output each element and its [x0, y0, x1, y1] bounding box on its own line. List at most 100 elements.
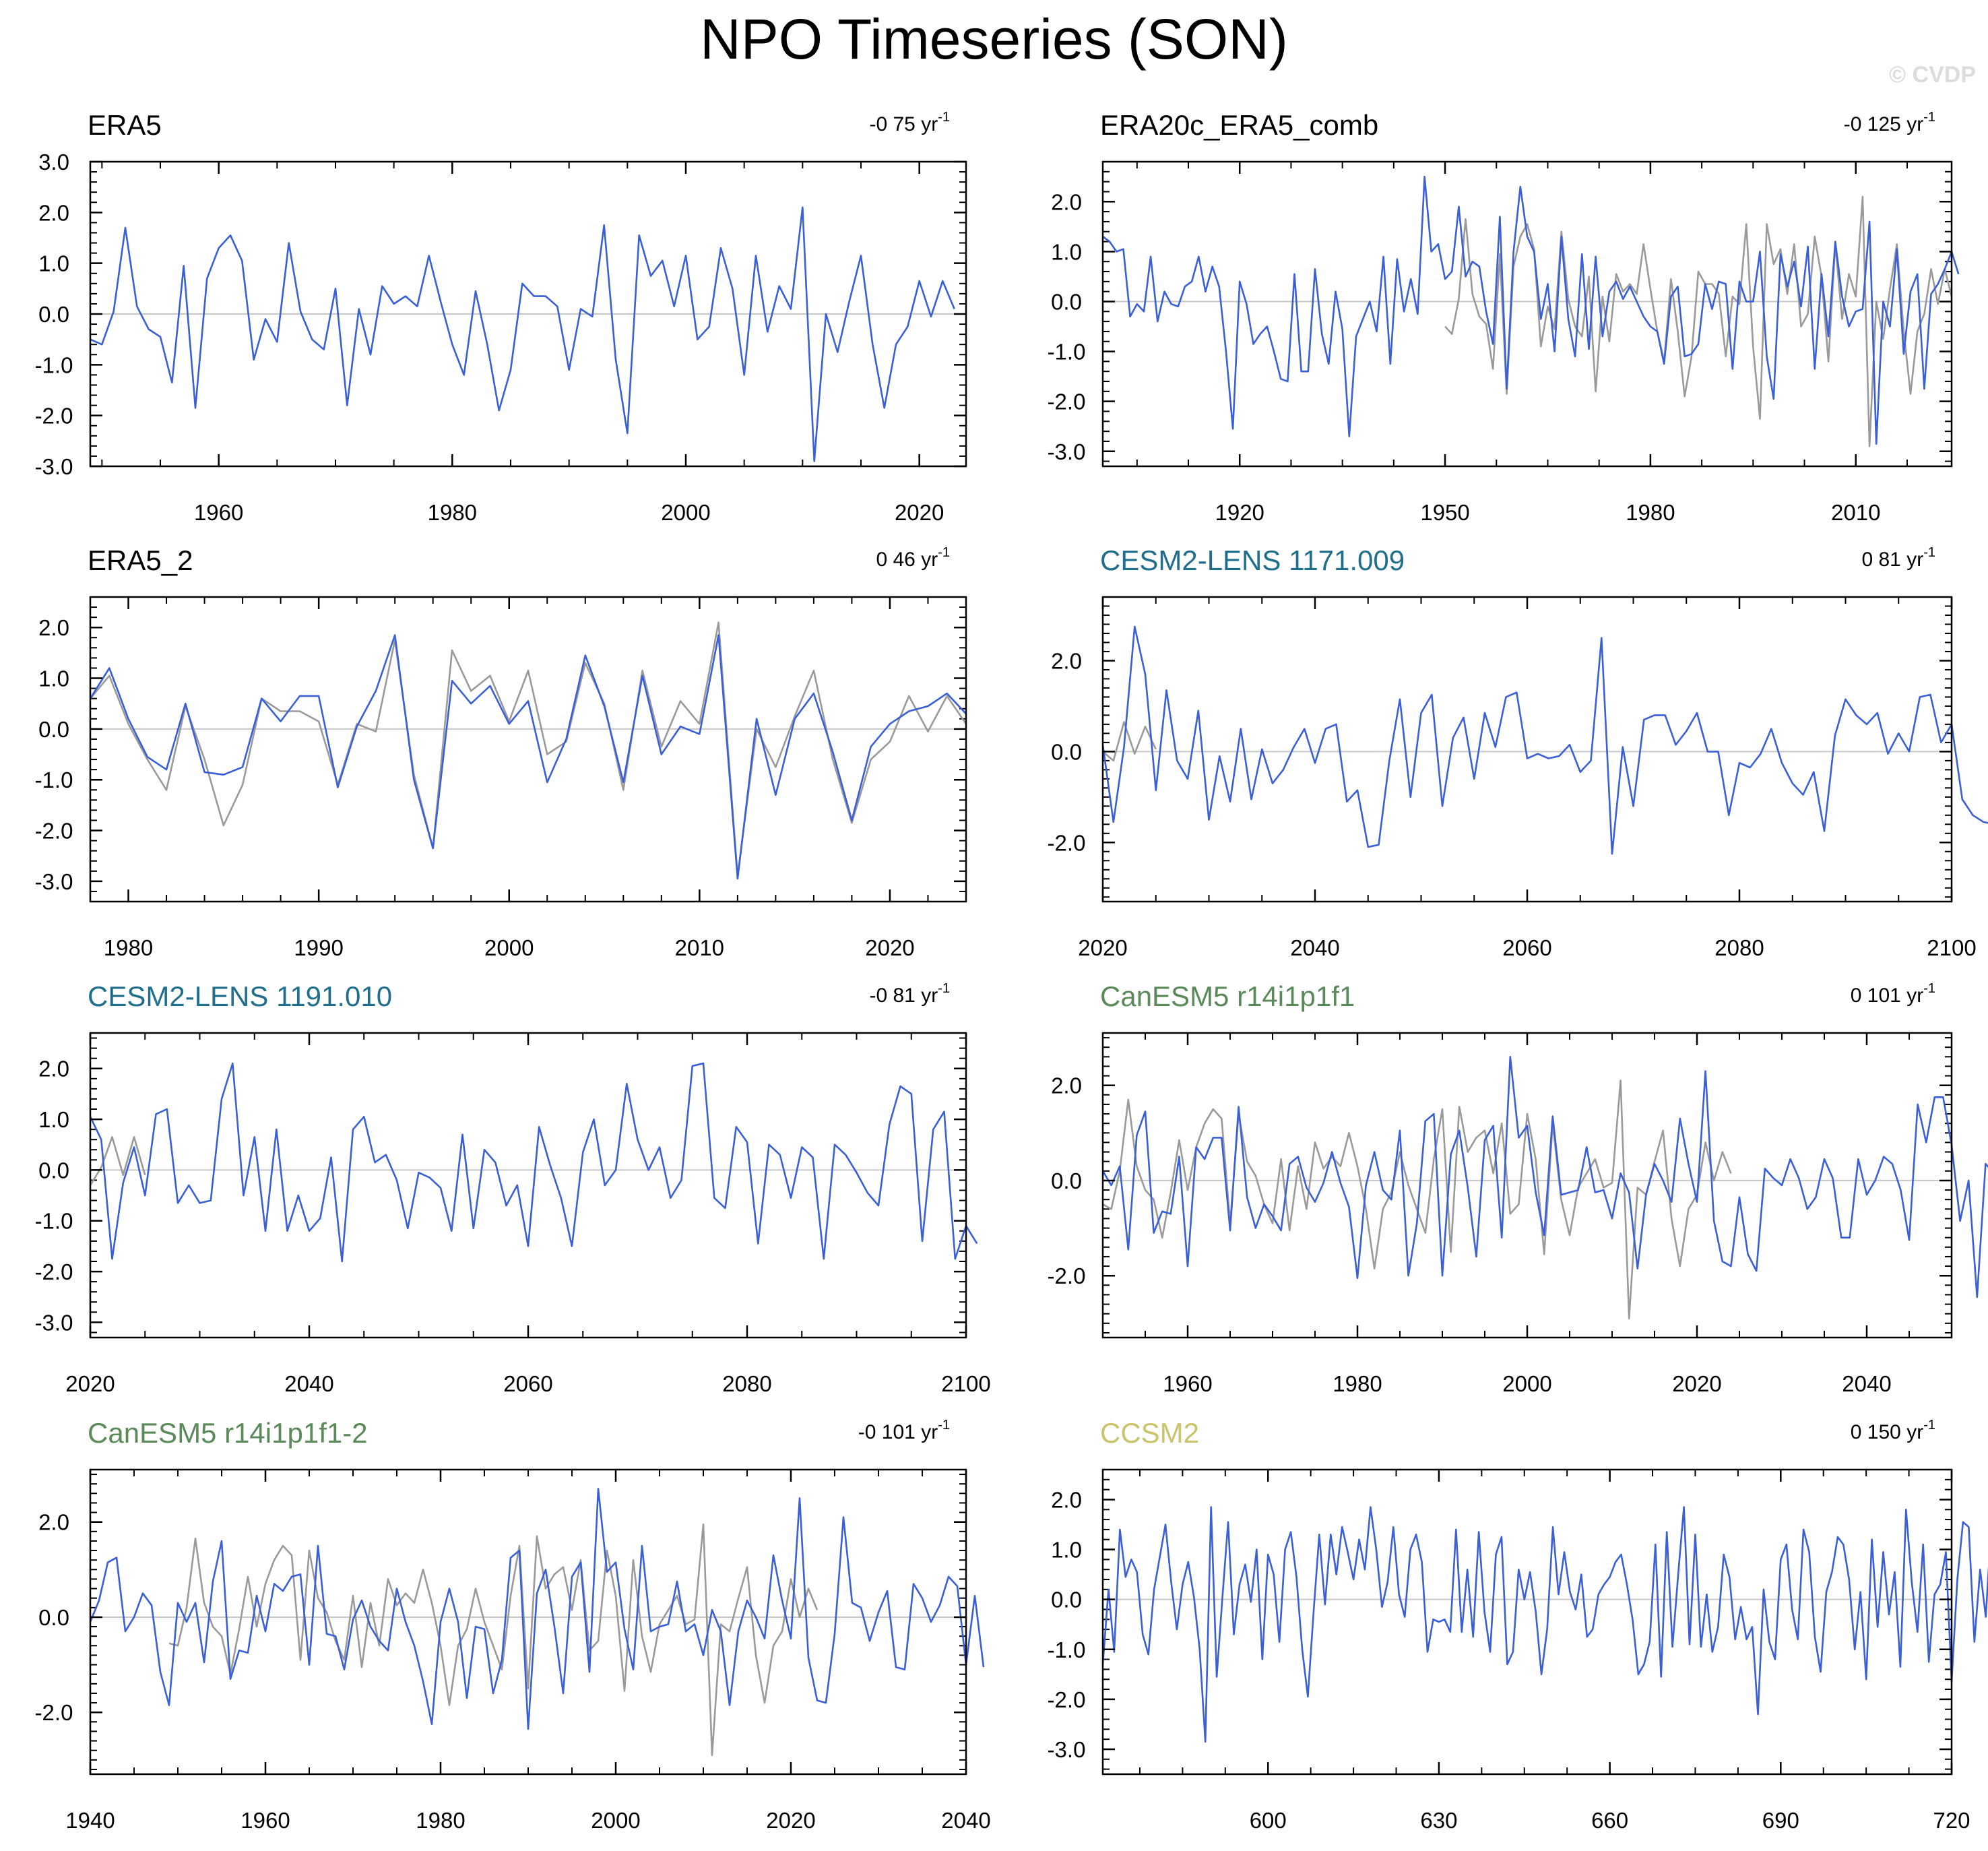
- x-tick-label: 720: [1933, 1808, 1970, 1833]
- y-tick-label: 0.0: [1051, 1168, 1082, 1193]
- plot-frame: [1101, 596, 1953, 903]
- y-tick-label: 2.0: [1051, 1073, 1082, 1098]
- y-tick-label: -3.0: [1048, 439, 1086, 464]
- x-tick-label: 2000: [1502, 1371, 1551, 1396]
- y-tick-label: 2.0: [38, 615, 69, 640]
- trend-value: -0 75: [869, 113, 921, 135]
- y-tick-label: -1.0: [35, 767, 73, 792]
- panel-7: 2.0 0.0 -2.0 1940 1960 1980 2000 2020 2040 CanESM…: [35, 1417, 991, 1833]
- trend-value: -0 101: [858, 1421, 921, 1443]
- trend-exponent: -1: [1923, 1418, 1935, 1433]
- trend-value: 0 81: [1861, 548, 1906, 571]
- x-tick-label: 2020: [1078, 935, 1127, 960]
- plot-frame: [89, 1468, 967, 1776]
- x-tick-label: 2020: [865, 935, 914, 960]
- x-tick-label: 690: [1762, 1808, 1799, 1833]
- x-tick-label: 2020: [766, 1808, 815, 1833]
- main-series-line: [90, 206, 955, 462]
- panel-1: 3.0 2.0 1.0 0.0 -1.0 -2.0 -3.0 1960 1980 2000 2020…: [35, 109, 967, 525]
- x-tick-label: 2000: [661, 500, 710, 525]
- reference-series-line: [1102, 721, 1157, 762]
- x-tick-label: 2010: [675, 935, 724, 960]
- y-tick-label: -2.0: [1048, 830, 1086, 855]
- trend-exponent: -1: [1923, 110, 1935, 125]
- panel-title: ERA20c_ERA5_comb: [1100, 109, 1378, 141]
- y-tick-label: -3.0: [35, 1310, 73, 1335]
- trend-label: 0 101 yr-1: [1851, 981, 1935, 1007]
- x-tick-label: 1940: [65, 1808, 115, 1833]
- trend-unit: yr: [1906, 1421, 1923, 1443]
- panel-2: 2.0 1.0 0.0 -1.0 -2.0 -3.0 1920 1950 1980 2010 ERA…: [1048, 109, 1960, 525]
- trend-exponent: -1: [938, 545, 950, 560]
- y-tick-label: 0.0: [1051, 289, 1082, 314]
- y-tick-label: -2.0: [35, 819, 73, 844]
- x-tick-label: 2020: [895, 500, 944, 525]
- y-tick-label: 3.0: [38, 150, 69, 175]
- panel-3: 2.0 1.0 0.0 -1.0 -2.0 -3.0 1980 1990 2000 2010 202…: [35, 544, 967, 960]
- main-series-line: [1101, 625, 1988, 855]
- x-tick-label: 2100: [1927, 935, 1976, 960]
- reference-series-line: [90, 621, 967, 877]
- main-series-line: [1101, 1056, 1988, 1298]
- y-tick-label: 0.0: [38, 717, 69, 742]
- plot-frame: [89, 1032, 967, 1339]
- trend-value: 0 150: [1851, 1421, 1906, 1443]
- x-tick-label: 2000: [591, 1808, 640, 1833]
- reference-series-line: [1102, 1079, 1732, 1320]
- panel-5: 2.0 1.0 0.0 -1.0 -2.0 -3.0 2020 2040 2060 2080 210…: [35, 980, 991, 1396]
- x-tick-label: 2040: [1290, 935, 1339, 960]
- x-tick-label: 1980: [1333, 1371, 1382, 1396]
- x-tick-label: 1960: [1163, 1371, 1212, 1396]
- main-series-line: [89, 1488, 985, 1730]
- x-tick-label: 1920: [1215, 500, 1264, 525]
- main-series-line: [1102, 175, 1960, 445]
- x-tick-label: 660: [1591, 1808, 1628, 1833]
- y-tick-label: -1.0: [35, 352, 73, 377]
- y-tick-label: -2.0: [1048, 389, 1086, 414]
- plot-frame: [1101, 1032, 1953, 1339]
- y-tick-label: 0.0: [38, 1605, 69, 1630]
- y-tick-label: 1.0: [1051, 1538, 1082, 1563]
- x-tick-label: 2080: [1714, 935, 1764, 960]
- y-tick-label: 0.0: [1051, 739, 1082, 764]
- x-tick-label: 2000: [484, 935, 534, 960]
- plot-frame: [1101, 160, 1953, 468]
- x-tick-label: 1950: [1420, 500, 1469, 525]
- trend-unit: yr: [1906, 113, 1923, 135]
- trend-exponent: -1: [1923, 545, 1935, 560]
- trend-label: -0 125 yr-1: [1844, 110, 1935, 135]
- panel-4: 2.0 0.0 -2.0 2020 2040 2060 2080 2100 CESM2-LENS…: [1048, 544, 1988, 960]
- reference-series-line: [1444, 195, 1953, 447]
- trend-unit: yr: [1906, 548, 1923, 571]
- plot-frame: [89, 596, 967, 903]
- x-tick-label: 2010: [1831, 500, 1880, 525]
- y-tick-label: -3.0: [35, 869, 73, 894]
- y-tick-label: 2.0: [1051, 648, 1082, 673]
- panel-title: CanESM5 r14i1p1f1: [1100, 980, 1355, 1012]
- plot-frame: [1101, 1468, 1953, 1776]
- y-tick-label: -3.0: [1048, 1737, 1086, 1762]
- trend-exponent: -1: [1923, 981, 1935, 996]
- trend-label: 0 81 yr-1: [1861, 545, 1935, 571]
- y-tick-label: 1.0: [1051, 239, 1082, 264]
- x-tick-label: 600: [1250, 1808, 1287, 1833]
- y-tick-label: -1.0: [1048, 340, 1086, 365]
- reference-series-line: [168, 1523, 819, 1757]
- y-tick-label: -1.0: [35, 1209, 73, 1234]
- x-tick-label: 1980: [416, 1808, 465, 1833]
- y-tick-label: -2.0: [35, 404, 73, 429]
- x-tick-label: 1990: [294, 935, 343, 960]
- main-series-line: [1101, 1506, 1988, 1743]
- trend-label: 0 150 yr-1: [1851, 1418, 1935, 1443]
- y-tick-label: -3.0: [35, 454, 73, 479]
- x-tick-label: 2040: [1842, 1371, 1891, 1396]
- trend-value: 0 46: [876, 548, 921, 571]
- trend-unit: yr: [921, 984, 938, 1007]
- trend-unit: yr: [921, 113, 938, 135]
- y-tick-label: 2.0: [38, 200, 69, 225]
- y-tick-label: 0.0: [38, 302, 69, 327]
- x-tick-label: 2100: [941, 1371, 990, 1396]
- page-title: NPO Timeseries (SON): [700, 7, 1288, 71]
- x-tick-label: 2020: [65, 1371, 115, 1396]
